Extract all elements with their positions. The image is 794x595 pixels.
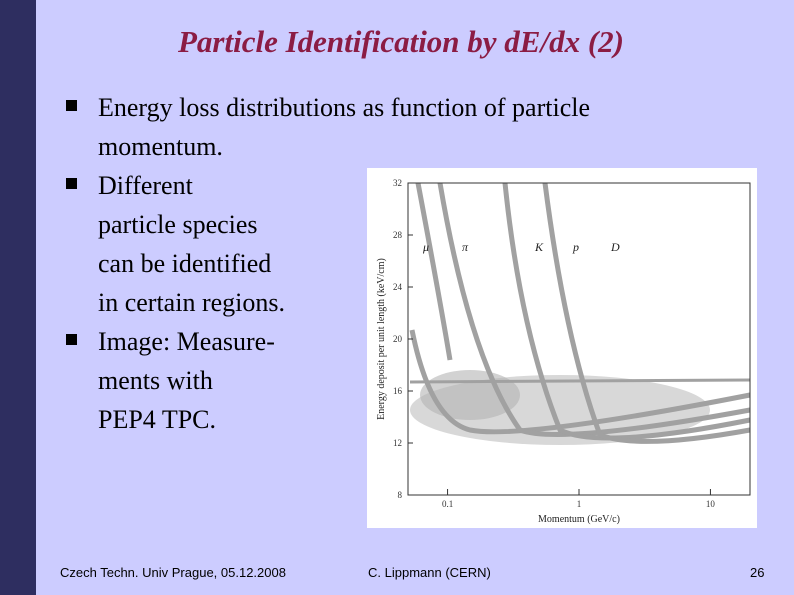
x-tick-label: 10: [706, 499, 716, 509]
bullet-line: ments with: [98, 366, 213, 395]
bullet: Image: Measure-ments with PEP4 TPC.: [66, 322, 590, 439]
y-tick-label: 28: [393, 230, 403, 240]
y-tick-label: 32: [393, 178, 402, 188]
x-axis-label: Momentum (GeV/c): [538, 514, 620, 525]
y-tick-label: 20: [393, 334, 403, 344]
side-stripe: [0, 0, 36, 595]
bullet-line: Different: [98, 171, 193, 200]
y-tick-label: 12: [393, 438, 402, 448]
particle-label: p: [572, 240, 579, 254]
particle-label: μ: [422, 240, 429, 254]
bullet: Energy loss distributions as function of…: [66, 88, 590, 166]
bullet-line: momentum.: [98, 132, 223, 161]
particle-label: D: [610, 240, 620, 254]
bullet-line: in certain regions.: [98, 288, 285, 317]
footer-left: Czech Techn. Univ Prague, 05.12.2008: [60, 565, 286, 580]
x-tick-label: 0.1: [442, 499, 453, 509]
figure-background: [367, 168, 757, 528]
particle-label: π: [462, 240, 469, 254]
y-tick-label: 24: [393, 282, 403, 292]
bullet-line: Image: Measure-: [98, 327, 275, 356]
footer-center: C. Lippmann (CERN): [368, 565, 491, 580]
page-number: 26: [750, 565, 765, 580]
bullet-line: Energy loss distributions as function of…: [98, 93, 590, 122]
scatter-bands: [409, 182, 751, 445]
bullet-list: Energy loss distributions as function of…: [66, 88, 590, 439]
slide-title: Particle Identification by dE/dx (2): [177, 24, 624, 59]
bullet-line: particle species: [98, 210, 258, 239]
bullet-line: can be identified: [98, 249, 272, 278]
y-tick-label: 16: [393, 386, 403, 396]
bullet: Different particle species can be identifi…: [66, 166, 590, 322]
particle-label: K: [534, 240, 544, 254]
bullet-line: PEP4 TPC.: [98, 405, 217, 434]
x-tick-label: 1: [577, 499, 582, 509]
y-axis-label: Energy deposit per unit length (keV/cm): [376, 258, 387, 420]
y-tick-label: 8: [398, 490, 403, 500]
